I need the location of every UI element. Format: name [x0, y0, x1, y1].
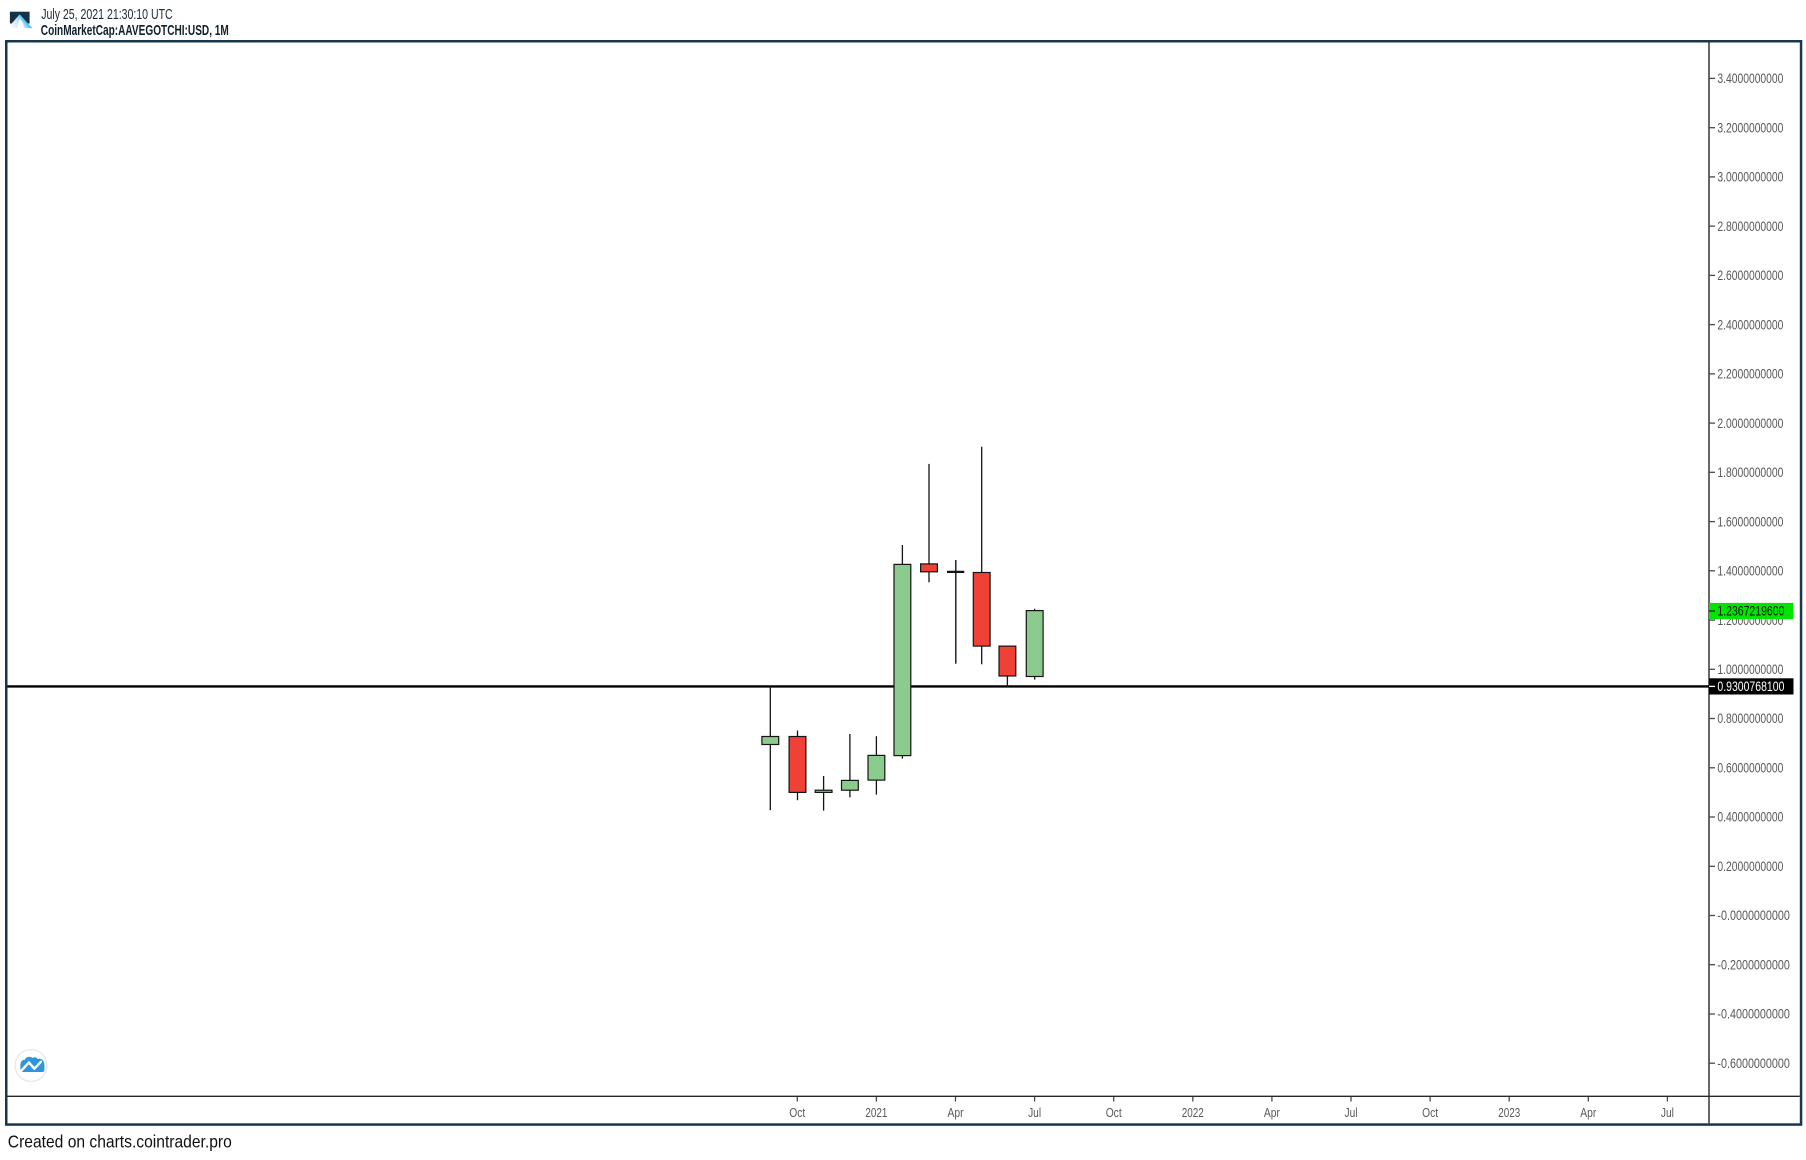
svg-text:1.0000000000: 1.0000000000: [1717, 662, 1783, 677]
svg-text:Oct: Oct: [1422, 1105, 1438, 1120]
svg-text:3.4000000000: 3.4000000000: [1717, 71, 1783, 86]
svg-text:0.8000000000: 0.8000000000: [1717, 711, 1783, 726]
svg-text:0.2000000000: 0.2000000000: [1717, 859, 1783, 874]
svg-text:-0.4000000000: -0.4000000000: [1717, 1007, 1790, 1022]
svg-text:1.4000000000: 1.4000000000: [1717, 564, 1783, 579]
svg-text:3.0000000000: 3.0000000000: [1717, 170, 1783, 185]
svg-text:0.6000000000: 0.6000000000: [1717, 761, 1783, 776]
svg-text:2023: 2023: [1498, 1105, 1520, 1120]
svg-text:CoinMarketCap:AAVEGOTCHI:USD,: CoinMarketCap:AAVEGOTCHI:USD, 1M: [41, 23, 229, 39]
svg-text:2.2000000000: 2.2000000000: [1717, 367, 1783, 382]
svg-text:2.4000000000: 2.4000000000: [1717, 317, 1783, 332]
svg-text:-0.2000000000: -0.2000000000: [1717, 957, 1790, 972]
svg-text:Jul: Jul: [1028, 1105, 1041, 1120]
svg-text:July 25, 2021 21:30:10 UTC: July 25, 2021 21:30:10 UTC: [41, 7, 173, 23]
svg-text:Jul: Jul: [1345, 1105, 1358, 1120]
svg-text:3.2000000000: 3.2000000000: [1717, 120, 1783, 135]
svg-text:2021: 2021: [865, 1105, 887, 1120]
svg-text:Apr: Apr: [1580, 1105, 1597, 1120]
svg-text:2022: 2022: [1182, 1105, 1204, 1120]
svg-text:1.8000000000: 1.8000000000: [1717, 465, 1783, 480]
svg-text:2.0000000000: 2.0000000000: [1717, 416, 1783, 431]
svg-text:Apr: Apr: [948, 1105, 965, 1120]
svg-text:-0.6000000000: -0.6000000000: [1717, 1056, 1790, 1071]
svg-text:Created on charts.cointrader.p: Created on charts.cointrader.pro: [8, 1131, 232, 1151]
svg-text:-0.0000000000: -0.0000000000: [1717, 908, 1790, 923]
svg-text:Jul: Jul: [1661, 1105, 1674, 1120]
svg-text:2.6000000000: 2.6000000000: [1717, 268, 1783, 283]
svg-text:Oct: Oct: [1106, 1105, 1122, 1120]
svg-text:Oct: Oct: [789, 1105, 805, 1120]
svg-text:2.8000000000: 2.8000000000: [1717, 219, 1783, 234]
svg-text:1.2367219600: 1.2367219600: [1717, 604, 1784, 619]
svg-text:Apr: Apr: [1264, 1105, 1281, 1120]
svg-text:0.9300768100: 0.9300768100: [1717, 679, 1784, 694]
svg-text:1.6000000000: 1.6000000000: [1717, 514, 1783, 529]
svg-text:0.4000000000: 0.4000000000: [1717, 810, 1783, 825]
